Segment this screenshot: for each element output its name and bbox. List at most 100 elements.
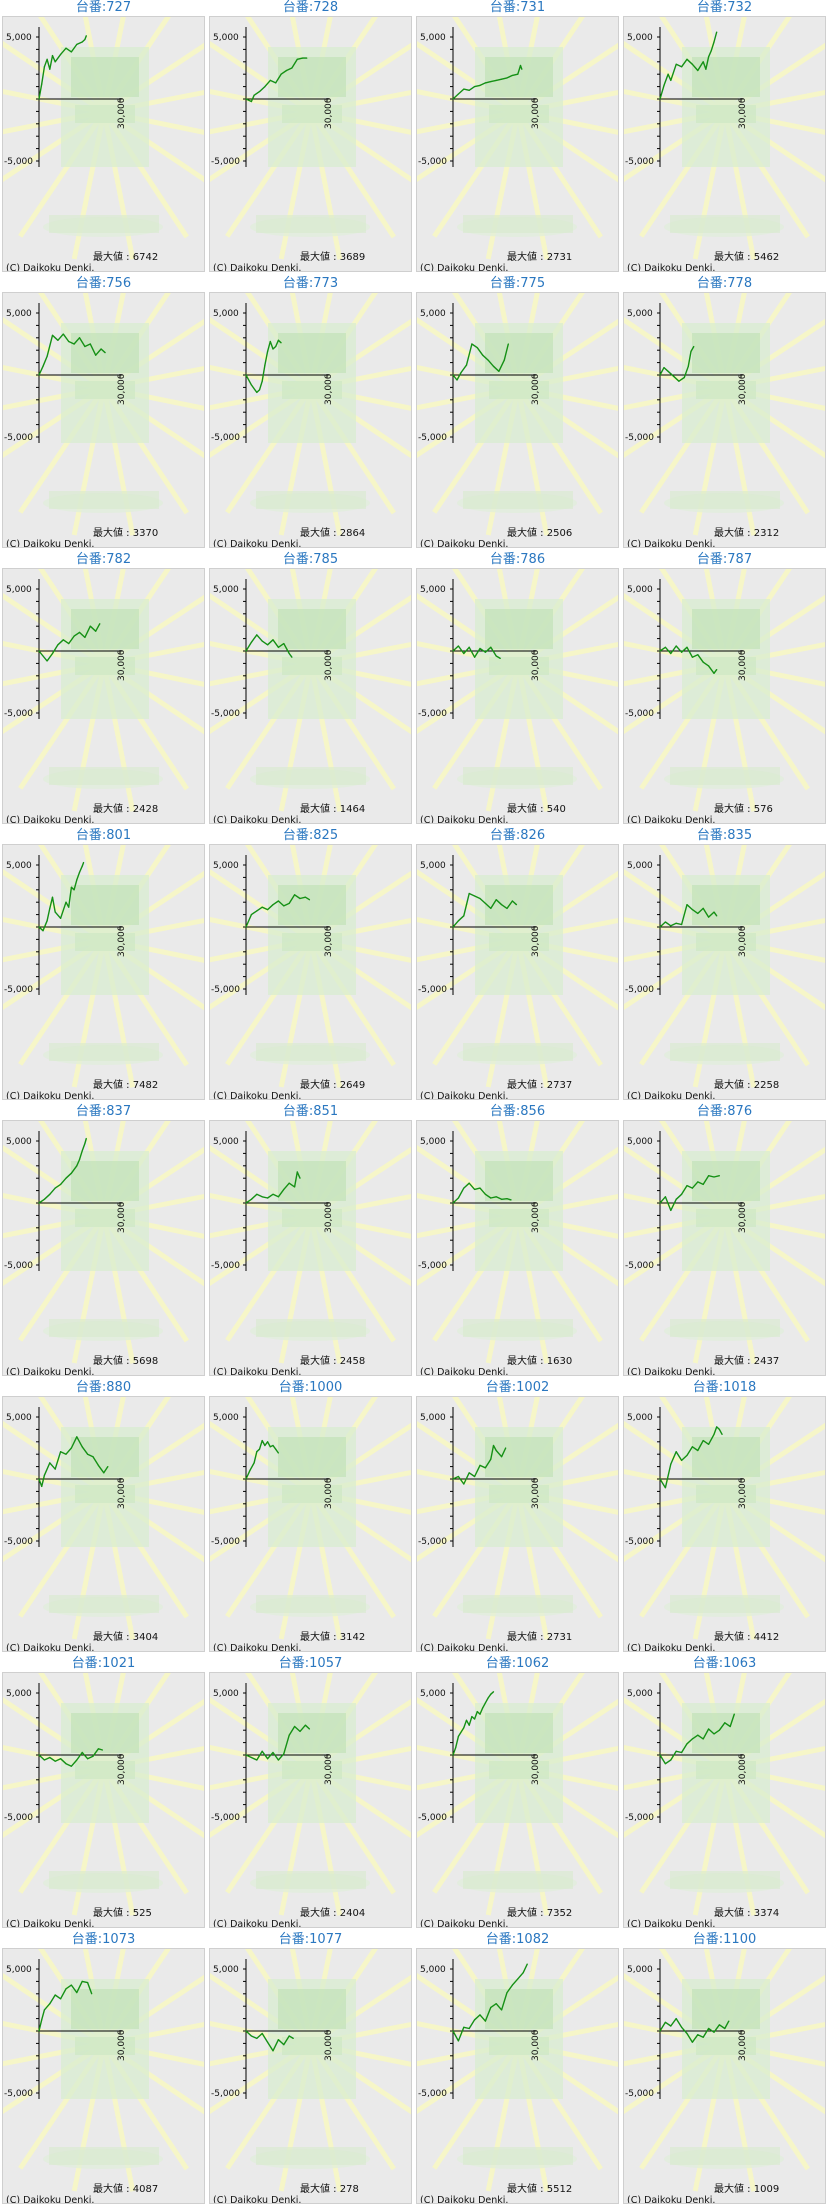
machine-graph-card[interactable]: 台番:825 5,000 -5,000 30,000 最大値 : 2649 (C) Dai…	[207, 828, 414, 1104]
machine-number-title[interactable]: 台番:785	[282, 552, 339, 567]
machine-number-title[interactable]: 台番:732	[696, 0, 753, 15]
data-point	[43, 2009, 46, 2011]
y-tick-label-top: 5,000	[6, 1137, 32, 1147]
machine-number-title[interactable]: 台番:728	[282, 0, 339, 15]
machine-graph-card[interactable]: 台番:1062 5,000 -5,000 30,000 最大値 : 7352 (C) Da…	[414, 1656, 621, 1932]
machine-number-title[interactable]: 台番:826	[489, 828, 546, 843]
machine-number-title[interactable]: 台番:782	[75, 552, 132, 567]
x-tick-label: 30,000	[738, 1201, 748, 1233]
machine-number-title[interactable]: 台番:731	[489, 0, 546, 15]
machine-number-title[interactable]: 台番:876	[696, 1104, 753, 1119]
background-illustration	[417, 17, 618, 260]
graph-panel: 5,000 -5,000 30,000 最大値 : 4087 (C) Daikoku D…	[2, 1948, 205, 2204]
machine-number-title[interactable]: 台番:1073	[71, 1932, 136, 1947]
graph-svg: 5,000 -5,000 30,000	[417, 1397, 618, 1640]
data-point	[675, 922, 677, 924]
background-illustration	[3, 1397, 204, 1640]
machine-graph-card[interactable]: 台番:1082 5,000 -5,000 30,000 最大値 : 5512 (C) Da…	[414, 1932, 621, 2208]
x-tick-label: 30,000	[117, 97, 127, 129]
machine-number-title[interactable]: 台番:1082	[485, 1932, 550, 1947]
machine-graph-card[interactable]: 台番:837 5,000 -5,000 30,000 最大値 : 5698 (C) Dai…	[0, 1104, 207, 1380]
machine-number-title[interactable]: 台番:856	[489, 1104, 546, 1119]
data-point	[681, 923, 683, 926]
machine-graph-card[interactable]: 台番:787 5,000 -5,000 30,000 最大値 : 576 (C) Daik…	[621, 552, 828, 828]
max-value-label: 最大値 : 1464	[300, 804, 366, 815]
series-line	[452, 892, 517, 928]
max-value-label: 最大値 : 2437	[714, 1356, 780, 1367]
max-value-label: 最大値 : 2312	[714, 528, 780, 539]
max-value-label: 最大値 : 5512	[507, 2184, 573, 2195]
max-value-label: 最大値 : 6742	[93, 252, 159, 263]
graph-svg: 5,000 -5,000 30,000	[3, 293, 204, 536]
machine-number-title[interactable]: 台番:727	[75, 0, 132, 15]
machine-number-title[interactable]: 台番:1100	[692, 1932, 757, 1947]
max-value-label: 最大値 : 2258	[714, 1080, 780, 1091]
data-point	[245, 1478, 247, 1480]
machine-number-title[interactable]: 台番:778	[696, 276, 753, 291]
machine-graph-card[interactable]: 台番:801 5,000 -5,000 30,000 最大値 : 7482 (C) Dai…	[0, 828, 207, 1104]
machine-graph-card[interactable]: 台番:1000 5,000 -5,000 30,000 最大値 : 3142 (C) Da…	[207, 1380, 414, 1656]
machine-number-title[interactable]: 台番:1062	[485, 1656, 550, 1671]
machine-number-title[interactable]: 台番:775	[489, 276, 546, 291]
machine-number-title[interactable]: 台番:851	[282, 1104, 339, 1119]
machine-graph-card[interactable]: 台番:876 5,000 -5,000 30,000 最大値 : 2437 (C) Dai…	[621, 1104, 828, 1380]
machine-graph-card[interactable]: 台番:880 5,000 -5,000 30,000 最大値 : 3404 (C) Dai…	[0, 1380, 207, 1656]
machine-graph-card[interactable]: 台番:756 5,000 -5,000 30,000 最大値 : 3370 (C) Dai…	[0, 276, 207, 552]
machine-graph-card[interactable]: 台番:786 5,000 -5,000 30,000 最大値 : 540 (C) Daik…	[414, 552, 621, 828]
machine-number-title[interactable]: 台番:787	[696, 552, 753, 567]
machine-graph-card[interactable]: 台番:775 5,000 -5,000 30,000 最大値 : 2506 (C) Dai…	[414, 276, 621, 552]
machine-graph-card[interactable]: 台番:778 5,000 -5,000 30,000 最大値 : 2312 (C) Dai…	[621, 276, 828, 552]
copyright-label: (C) Daikoku Denki.	[213, 815, 302, 824]
y-tick-label-top: 5,000	[627, 585, 653, 595]
machine-number-title[interactable]: 台番:1018	[692, 1380, 757, 1395]
machine-number-title[interactable]: 台番:1002	[485, 1380, 550, 1395]
machine-graph-card[interactable]: 台番:826 5,000 -5,000 30,000 最大値 : 2737 (C) Dai…	[414, 828, 621, 1104]
machine-number-title[interactable]: 台番:1057	[278, 1656, 343, 1671]
data-point	[693, 345, 695, 348]
machine-graph-card[interactable]: 台番:731 5,000 -5,000 30,000 最大値 : 2731 (C) Dai…	[414, 0, 621, 276]
machine-graph-card[interactable]: 台番:856 5,000 -5,000 30,000 最大値 : 1630 (C) Dai…	[414, 1104, 621, 1380]
machine-reel-area	[71, 1713, 139, 1753]
machine-graph-card[interactable]: 台番:851 5,000 -5,000 30,000 最大値 : 2458 (C) Dai…	[207, 1104, 414, 1380]
machine-graph-card[interactable]: 台番:1021 5,000 -5,000 30,000 最大値 : 525 (C) Dai…	[0, 1656, 207, 1932]
machine-graph-card[interactable]: 台番:728 5,000 -5,000 30,000 最大値 : 3689 (C) Dai…	[207, 0, 414, 276]
max-value-label: 最大値 : 7482	[93, 1080, 159, 1091]
machine-graph-card[interactable]: 台番:785 5,000 -5,000 30,000 最大値 : 1464 (C) Dai…	[207, 552, 414, 828]
machine-graph-card[interactable]: 台番:1100 5,000 -5,000 30,000 最大値 : 1009 (C) Da…	[621, 1932, 828, 2208]
x-tick-label: 30,000	[531, 2029, 541, 2061]
data-point	[686, 1454, 688, 1457]
machine-graph-card[interactable]: 台番:1073 5,000 -5,000 30,000 最大値 : 4087 (C) Da…	[0, 1932, 207, 2208]
machine-tray	[670, 1043, 780, 1061]
x-tick-label: 30,000	[324, 97, 334, 129]
machine-graph-card[interactable]: 台番:1057 5,000 -5,000 30,000 最大値 : 2404 (C) Da…	[207, 1656, 414, 1932]
machine-number-title[interactable]: 台番:1000	[278, 1380, 343, 1395]
machine-number-title[interactable]: 台番:801	[75, 828, 132, 843]
data-point	[495, 899, 497, 901]
machine-graph-card[interactable]: 台番:782 5,000 -5,000 30,000 最大値 : 2428 (C) Dai…	[0, 552, 207, 828]
machine-graph-card[interactable]: 台番:732 5,000 -5,000 30,000 最大値 : 5462 (C) Dai…	[621, 0, 828, 276]
data-point	[490, 646, 492, 648]
max-value-label: 最大値 : 525	[93, 1908, 152, 1919]
machine-graph-card[interactable]: 台番:773 5,000 -5,000 30,000 最大値 : 2864 (C) Dai…	[207, 276, 414, 552]
data-point	[457, 2040, 459, 2042]
machine-graph-card[interactable]: 台番:1077 5,000 -5,000 30,000 最大値 : 278 (C) Dai…	[207, 1932, 414, 2208]
data-point	[267, 644, 269, 646]
machine-number-title[interactable]: 台番:1021	[71, 1656, 136, 1671]
machine-number-title[interactable]: 台番:825	[282, 828, 339, 843]
machine-number-title[interactable]: 台番:1077	[278, 1932, 343, 1947]
machine-graph-card[interactable]: 台番:727 5,000 -5,000 30,000 最大値 : 6742 (C) Dai…	[0, 0, 207, 276]
background-illustration	[210, 1121, 411, 1364]
machine-number-title[interactable]: 台番:835	[696, 828, 753, 843]
machine-graph-card[interactable]: 台番:1002 5,000 -5,000 30,000 最大値 : 2731 (C) Da…	[414, 1380, 621, 1656]
machine-number-title[interactable]: 台番:880	[75, 1380, 132, 1395]
data-point	[43, 1198, 46, 1200]
machine-number-title[interactable]: 台番:837	[75, 1104, 132, 1119]
machine-number-title[interactable]: 台番:786	[489, 552, 546, 567]
machine-number-title[interactable]: 台番:756	[75, 276, 132, 291]
machine-graph-card[interactable]: 台番:835 5,000 -5,000 30,000 最大値 : 2258 (C) Dai…	[621, 828, 828, 1104]
graph-panel: 5,000 -5,000 30,000 最大値 : 7482 (C) Daikoku D…	[2, 844, 205, 1100]
machine-graph-card[interactable]: 台番:1063 5,000 -5,000 30,000 最大値 : 3374 (C) Da…	[621, 1656, 828, 1932]
machine-number-title[interactable]: 台番:1063	[692, 1656, 757, 1671]
machine-graph-card[interactable]: 台番:1018 5,000 -5,000 30,000 最大値 : 4412 (C) Da…	[621, 1380, 828, 1656]
machine-number-title[interactable]: 台番:773	[282, 276, 339, 291]
